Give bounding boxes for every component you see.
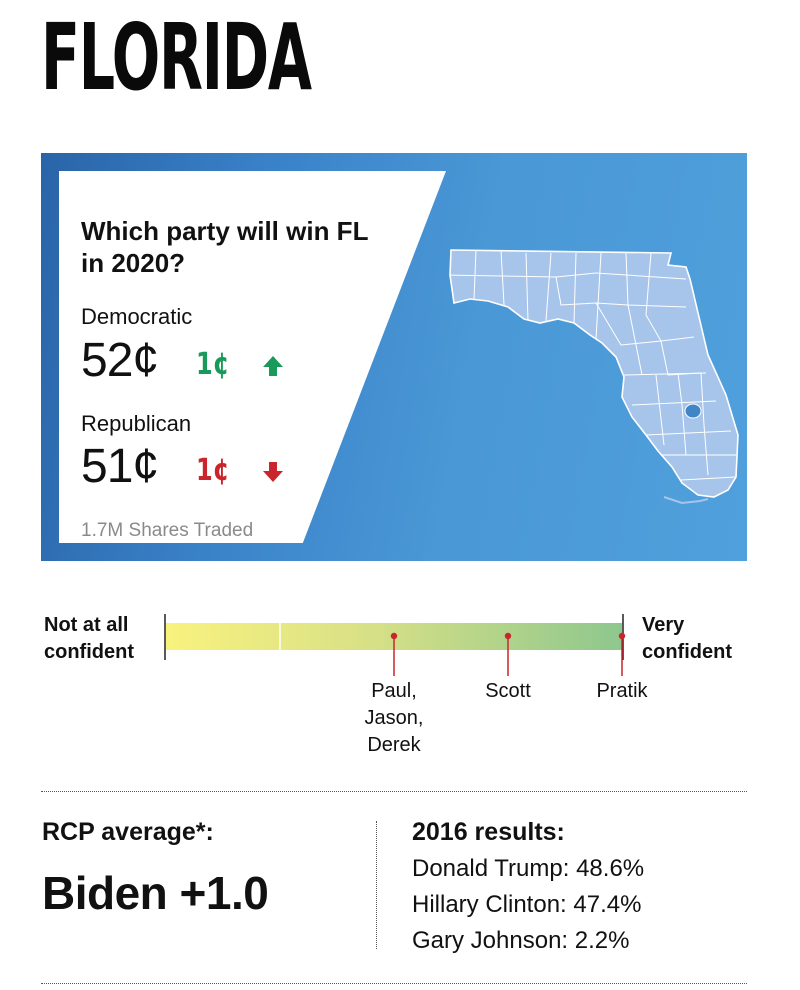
section-divider-vertical <box>376 821 377 949</box>
confidence-marker-dot <box>618 632 626 640</box>
confidence-marker-label: Paul, Jason, Derek <box>364 680 424 756</box>
rcp-average-label: RCP average*: <box>42 818 214 846</box>
republican-label: Republican <box>81 411 192 436</box>
state-title: FLORIDA <box>41 4 312 111</box>
arrow-down-icon <box>263 462 283 482</box>
confidence-marker-label: Scott <box>485 680 531 702</box>
market-question: Which party will win FL in 2020? <box>81 216 368 278</box>
confidence-marker-dot <box>390 632 398 640</box>
confidence-left-label: Not at all confident <box>44 614 134 663</box>
shares-traded: 1.7M Shares Traded <box>81 520 254 541</box>
democratic-price: 52¢ <box>81 334 159 387</box>
prediction-market-panel: Which party will win FL in 2020? Democra… <box>41 153 747 561</box>
confidence-marker-label: Pratik <box>596 680 648 702</box>
confidence-right-label: Very confident <box>642 614 732 663</box>
republican-price: 51¢ <box>81 440 159 493</box>
democratic-label: Democratic <box>81 304 193 329</box>
result-johnson: Gary Johnson: 2.2% <box>412 927 630 954</box>
florida-county-map <box>449 249 739 505</box>
confidence-scale <box>164 614 626 676</box>
arrow-up-icon <box>263 356 283 376</box>
section-divider-top <box>41 791 747 792</box>
rcp-average-value: Biden +1.0 <box>42 867 269 919</box>
confidence-marker-dot <box>504 632 512 640</box>
republican-change: 1¢ <box>196 453 230 488</box>
democratic-change: 1¢ <box>196 347 230 382</box>
section-divider-bottom <box>41 983 747 984</box>
result-clinton: Hillary Clinton: 47.4% <box>412 891 642 918</box>
market-card: Which party will win FL in 2020? Democra… <box>59 171 446 543</box>
result-trump: Donald Trump: 48.6% <box>412 855 645 882</box>
results-2016-title: 2016 results: <box>412 818 565 846</box>
